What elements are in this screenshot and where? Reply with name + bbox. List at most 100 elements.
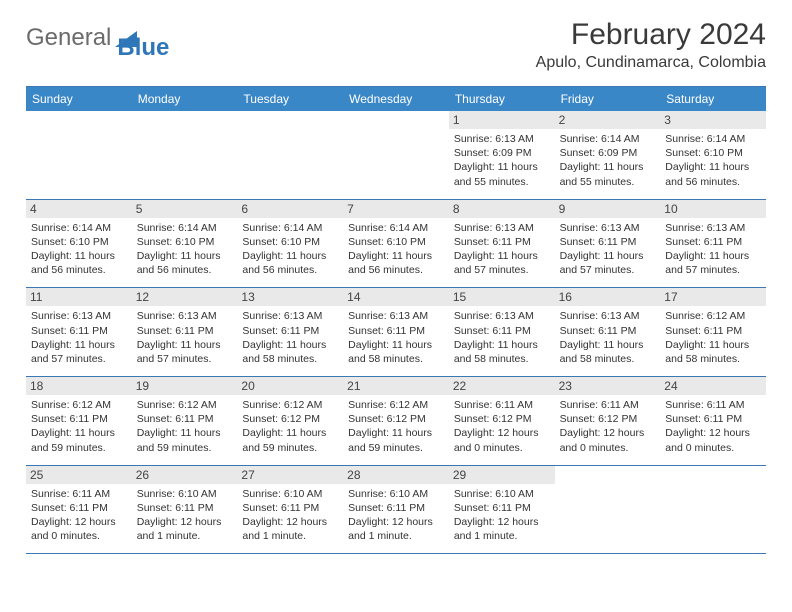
day-daylight2: and 55 minutes. (560, 175, 656, 189)
day-sunrise: Sunrise: 6:13 AM (454, 221, 550, 235)
day-sunset: Sunset: 6:11 PM (137, 412, 233, 426)
day-sunset: Sunset: 6:11 PM (454, 235, 550, 249)
calendar-day: 19Sunrise: 6:12 AMSunset: 6:11 PMDayligh… (132, 377, 238, 465)
calendar-day: 23Sunrise: 6:11 AMSunset: 6:12 PMDayligh… (555, 377, 661, 465)
day-sunrise: Sunrise: 6:14 AM (242, 221, 338, 235)
day-daylight1: Daylight: 11 hours (31, 426, 127, 440)
day-daylight1: Daylight: 12 hours (31, 515, 127, 529)
day-number: 17 (660, 288, 766, 306)
day-number: 28 (343, 466, 449, 484)
day-sunset: Sunset: 6:11 PM (560, 324, 656, 338)
day-sunset: Sunset: 6:11 PM (665, 324, 761, 338)
day-sunset: Sunset: 6:11 PM (348, 324, 444, 338)
calendar-day-empty (237, 111, 343, 199)
day-daylight1: Daylight: 12 hours (348, 515, 444, 529)
day-number: 13 (237, 288, 343, 306)
day-daylight2: and 59 minutes. (137, 441, 233, 455)
day-sunrise: Sunrise: 6:11 AM (665, 398, 761, 412)
day-daylight1: Daylight: 11 hours (31, 249, 127, 263)
calendar-week-row: 25Sunrise: 6:11 AMSunset: 6:11 PMDayligh… (26, 466, 766, 555)
day-sunrise: Sunrise: 6:10 AM (348, 487, 444, 501)
day-number: 1 (449, 111, 555, 129)
calendar-day: 12Sunrise: 6:13 AMSunset: 6:11 PMDayligh… (132, 288, 238, 376)
day-number: 8 (449, 200, 555, 218)
weekday-header: Thursday (449, 87, 555, 111)
day-daylight2: and 57 minutes. (454, 263, 550, 277)
day-sunrise: Sunrise: 6:14 AM (665, 132, 761, 146)
day-daylight1: Daylight: 11 hours (31, 338, 127, 352)
day-daylight1: Daylight: 11 hours (665, 160, 761, 174)
day-number: 12 (132, 288, 238, 306)
day-daylight2: and 56 minutes. (665, 175, 761, 189)
day-daylight2: and 56 minutes. (31, 263, 127, 277)
day-sunrise: Sunrise: 6:13 AM (454, 132, 550, 146)
day-daylight2: and 58 minutes. (454, 352, 550, 366)
day-number: 18 (26, 377, 132, 395)
day-number: 14 (343, 288, 449, 306)
day-sunset: Sunset: 6:12 PM (242, 412, 338, 426)
calendar-day: 4Sunrise: 6:14 AMSunset: 6:10 PMDaylight… (26, 200, 132, 288)
location-subtitle: Apulo, Cundinamarca, Colombia (536, 54, 766, 72)
day-daylight1: Daylight: 12 hours (242, 515, 338, 529)
calendar-day: 14 Sunrise: 6:13 AMSunset: 6:11 PMDayligh… (343, 288, 449, 376)
calendar-day: 28 Sunrise: 6:10 AMSunset: 6:11 PMDayligh… (343, 466, 449, 554)
day-daylight1: Daylight: 11 hours (242, 249, 338, 263)
day-daylight2: and 58 minutes. (560, 352, 656, 366)
day-daylight1: Daylight: 11 hours (137, 338, 233, 352)
day-number: 5 (132, 200, 238, 218)
day-daylight1: Daylight: 12 hours (665, 426, 761, 440)
day-sunrise: Sunrise: 6:10 AM (242, 487, 338, 501)
day-sunrise: Sunrise: 6:13 AM (348, 309, 444, 323)
day-daylight1: Daylight: 12 hours (454, 426, 550, 440)
day-daylight1: Daylight: 11 hours (454, 249, 550, 263)
day-daylight1: Daylight: 11 hours (665, 338, 761, 352)
day-sunset: Sunset: 6:11 PM (242, 324, 338, 338)
title-block: February 2024 Apulo, Cundinamarca, Colom… (536, 18, 766, 72)
day-daylight1: Daylight: 11 hours (560, 249, 656, 263)
day-sunrise: Sunrise: 6:10 AM (137, 487, 233, 501)
day-sunset: Sunset: 6:11 PM (137, 324, 233, 338)
weekday-header: Friday (555, 87, 661, 111)
calendar-day: 27Sunrise: 6:10 AMSunset: 6:11 PMDayligh… (237, 466, 343, 554)
day-sunset: Sunset: 6:10 PM (242, 235, 338, 249)
calendar-day: 26Sunrise: 6:10 AMSunset: 6:11 PMDayligh… (132, 466, 238, 554)
calendar-day: 25Sunrise: 6:11 AMSunset: 6:11 PMDayligh… (26, 466, 132, 554)
calendar-day: 9Sunrise: 6:13 AMSunset: 6:11 PMDaylight… (555, 200, 661, 288)
day-sunrise: Sunrise: 6:13 AM (665, 221, 761, 235)
calendar-day-empty (26, 111, 132, 199)
day-sunrise: Sunrise: 6:12 AM (242, 398, 338, 412)
day-sunrise: Sunrise: 6:13 AM (242, 309, 338, 323)
day-sunset: Sunset: 6:12 PM (560, 412, 656, 426)
day-number: 20 (237, 377, 343, 395)
day-number: 9 (555, 200, 661, 218)
calendar-day-empty (132, 111, 238, 199)
day-daylight2: and 55 minutes. (454, 175, 550, 189)
day-sunrise: Sunrise: 6:12 AM (348, 398, 444, 412)
day-sunset: Sunset: 6:11 PM (137, 501, 233, 515)
day-daylight1: Daylight: 11 hours (137, 426, 233, 440)
day-sunset: Sunset: 6:10 PM (348, 235, 444, 249)
day-daylight1: Daylight: 11 hours (348, 426, 444, 440)
calendar-day: 1Sunrise: 6:13 AMSunset: 6:09 PMDaylight… (449, 111, 555, 199)
day-daylight2: and 1 minute. (137, 529, 233, 543)
day-daylight2: and 57 minutes. (560, 263, 656, 277)
day-daylight1: Daylight: 11 hours (348, 338, 444, 352)
day-sunset: Sunset: 6:11 PM (454, 501, 550, 515)
calendar-week-row: 18Sunrise: 6:12 AMSunset: 6:11 PMDayligh… (26, 377, 766, 466)
calendar-day: 17Sunrise: 6:12 AMSunset: 6:11 PMDayligh… (660, 288, 766, 376)
day-daylight2: and 57 minutes. (137, 352, 233, 366)
day-daylight2: and 59 minutes. (31, 441, 127, 455)
day-daylight2: and 58 minutes. (242, 352, 338, 366)
calendar-day: 3Sunrise: 6:14 AMSunset: 6:10 PMDaylight… (660, 111, 766, 199)
day-sunset: Sunset: 6:11 PM (242, 501, 338, 515)
day-sunset: Sunset: 6:10 PM (137, 235, 233, 249)
day-sunset: Sunset: 6:12 PM (348, 412, 444, 426)
day-daylight2: and 57 minutes. (31, 352, 127, 366)
day-daylight1: Daylight: 11 hours (242, 338, 338, 352)
day-sunrise: Sunrise: 6:13 AM (454, 309, 550, 323)
day-sunrise: Sunrise: 6:10 AM (454, 487, 550, 501)
weekday-header-row: Sunday Monday Tuesday Wednesday Thursday… (26, 87, 766, 111)
day-number: 29 (449, 466, 555, 484)
day-sunset: Sunset: 6:11 PM (348, 501, 444, 515)
day-daylight2: and 58 minutes. (348, 352, 444, 366)
